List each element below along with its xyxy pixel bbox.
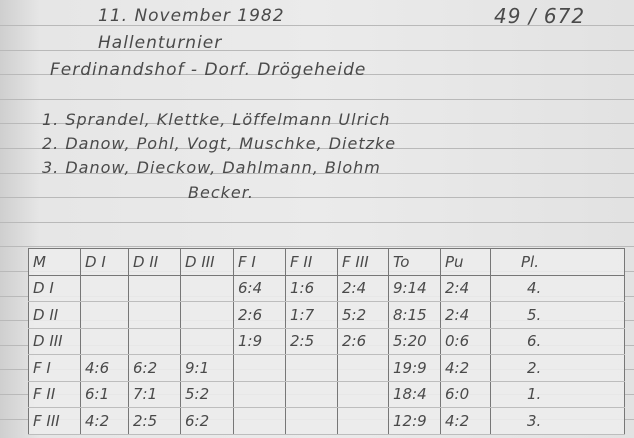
table-cell: 4:2: [440, 354, 491, 382]
title: Hallenturnier: [98, 33, 223, 53]
table-cell: [285, 381, 338, 408]
row-label: F I: [28, 354, 81, 382]
table-cell: [337, 407, 389, 435]
table-cell: [337, 354, 389, 382]
table-cell: 6:2: [180, 407, 234, 435]
table-cell: 6:1: [80, 381, 129, 408]
result-line-4: Becker.: [188, 183, 254, 202]
table-cell: [180, 328, 234, 355]
table-cell: 4.: [490, 275, 625, 302]
table-cell: 5.: [490, 301, 625, 329]
table-cell: 2:5: [128, 407, 181, 435]
table-cell: [337, 381, 389, 408]
column-header: Pu: [440, 248, 491, 276]
column-header: F I: [233, 248, 286, 276]
table-cell: 8:15: [388, 301, 441, 329]
table-cell: 18:4: [388, 381, 441, 408]
column-header: To: [388, 248, 441, 276]
table-row: F I 4:6 6:2 9:1 19:9 4:2 2.: [28, 354, 625, 382]
table-cell: 2:6: [337, 328, 389, 355]
ruled-line: [0, 50, 634, 51]
table-cell: 6.: [490, 328, 625, 355]
column-header: F III: [337, 248, 389, 276]
row-label: F II: [28, 381, 81, 408]
table-cell: 4:2: [80, 407, 129, 435]
column-header: D II: [128, 248, 181, 276]
table-cell: [80, 275, 129, 302]
ruled-line: [0, 173, 634, 174]
table-cell: [80, 328, 129, 355]
reference-number: 49 / 672: [494, 4, 586, 28]
table-row: F III 4:2 2:5 6:2 12:9 4:2 3.: [28, 407, 625, 435]
table-cell: 2:6: [233, 301, 286, 329]
column-header: D III: [180, 248, 234, 276]
table-cell: 6:4: [233, 275, 286, 302]
table-cell: 1.: [490, 381, 625, 408]
table-cell: 19:9: [388, 354, 441, 382]
table-cell: [128, 328, 181, 355]
ruled-line: [0, 148, 634, 149]
table-cell: [233, 354, 286, 382]
table-cell: [233, 381, 286, 408]
table-cell: 3.: [490, 407, 625, 435]
table-cell: [128, 301, 181, 329]
ruled-line: [0, 197, 634, 198]
result-line-2: 2. Danow, Pohl, Vogt, Muschke, Dietzke: [42, 134, 397, 153]
ruled-line: [0, 222, 634, 223]
table-cell: 1:6: [285, 275, 338, 302]
table-cell: [128, 275, 181, 302]
ruled-line: [0, 246, 634, 247]
row-label: F III: [28, 407, 81, 435]
table-cell: 1:9: [233, 328, 286, 355]
table-cell: [285, 407, 338, 435]
column-header: M: [28, 248, 81, 276]
table-cell: 12:9: [388, 407, 441, 435]
table-cell: 4:2: [440, 407, 491, 435]
row-label: D I: [28, 275, 81, 302]
table-cell: 6:2: [128, 354, 181, 382]
column-header: Pl.: [490, 248, 625, 276]
table-cell: [180, 301, 234, 329]
ruled-line: [0, 99, 634, 100]
date: 11. November 1982: [98, 6, 285, 26]
table-row: D III 1:9 2:5 2:6 5:20 0:6 6.: [28, 328, 625, 355]
table-cell: 5:2: [180, 381, 234, 408]
teams: Ferdinandshof - Dorf. Drögeheide: [50, 60, 367, 80]
table-cell: 1:7: [285, 301, 338, 329]
table-cell: [285, 354, 338, 382]
table-cell: 5:20: [388, 328, 441, 355]
table-cell: [80, 301, 129, 329]
table-cell: 9:14: [388, 275, 441, 302]
table-row: D II 2:6 1:7 5:2 8:15 2:4 5.: [28, 301, 625, 329]
table-cell: 4:6: [80, 354, 129, 382]
table-cell: 2:4: [440, 301, 491, 329]
table-row: F II 6:1 7:1 5:2 18:4 6:0 1.: [28, 381, 625, 408]
table-cell: 9:1: [180, 354, 234, 382]
table-cell: 5:2: [337, 301, 389, 329]
column-header: D I: [80, 248, 129, 276]
table-cell: 2:4: [440, 275, 491, 302]
ruled-line: [0, 25, 634, 26]
column-header: F II: [285, 248, 338, 276]
table-row: D I 6:4 1:6 2:4 9:14 2:4 4.: [28, 275, 625, 302]
result-line-1: 1. Sprandel, Klettke, Löffelmann Ulrich: [42, 110, 391, 129]
ruled-line: [0, 123, 634, 124]
table-cell: 2:4: [337, 275, 389, 302]
table-cell: 6:0: [440, 381, 491, 408]
table-cell: [180, 275, 234, 302]
table-cell: 7:1: [128, 381, 181, 408]
table-cell: 0:6: [440, 328, 491, 355]
row-label: D II: [28, 301, 81, 329]
row-label: D III: [28, 328, 81, 355]
table-cell: [233, 407, 286, 435]
result-line-3: 3. Danow, Dieckow, Dahlmann, Blohm: [42, 158, 381, 177]
table-cell: 2:5: [285, 328, 338, 355]
table-cell: 2.: [490, 354, 625, 382]
ruled-line: [0, 74, 634, 75]
